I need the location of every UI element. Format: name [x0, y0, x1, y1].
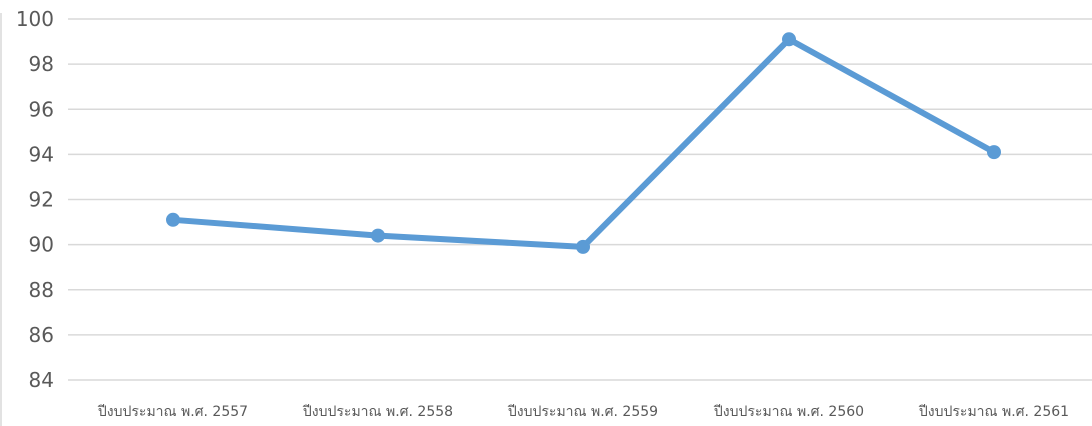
y-axis: 84 86 88 90 92 94 96 98 100 — [0, 7, 54, 426]
x-tick-label: ปีงบประมาณ พ.ศ. 2559 — [507, 404, 658, 420]
series-line — [170, 36, 997, 250]
y-tick-label: 90 — [29, 233, 54, 257]
series — [166, 32, 1001, 254]
data-point — [576, 239, 590, 254]
x-tick-label: ปีงบประมาณ พ.ศ. 2561 — [918, 404, 1069, 420]
x-tick-label: ปีงบประมาณ พ.ศ. 2558 — [302, 404, 453, 420]
data-point — [987, 145, 1001, 160]
y-tick-label: 92 — [29, 188, 54, 212]
y-tick-label: 100 — [16, 7, 54, 31]
x-tick-label: ปีงบประมาณ พ.ศ. 2560 — [713, 404, 864, 420]
gridlines — [68, 18, 1092, 381]
y-tick-label: 84 — [29, 368, 54, 392]
y-tick-label: 86 — [29, 323, 54, 347]
data-point — [782, 32, 796, 47]
data-point — [371, 228, 385, 243]
x-axis: ปีงบประมาณ พ.ศ. 2557 ปีงบประมาณ พ.ศ. 2558… — [97, 404, 1069, 420]
y-tick-label: 88 — [29, 278, 54, 302]
data-point — [166, 212, 180, 227]
y-tick-label: 96 — [29, 97, 54, 121]
x-tick-label: ปีงบประมาณ พ.ศ. 2557 — [97, 404, 248, 420]
y-tick-label: 94 — [29, 142, 54, 166]
y-tick-label: 98 — [29, 52, 54, 76]
